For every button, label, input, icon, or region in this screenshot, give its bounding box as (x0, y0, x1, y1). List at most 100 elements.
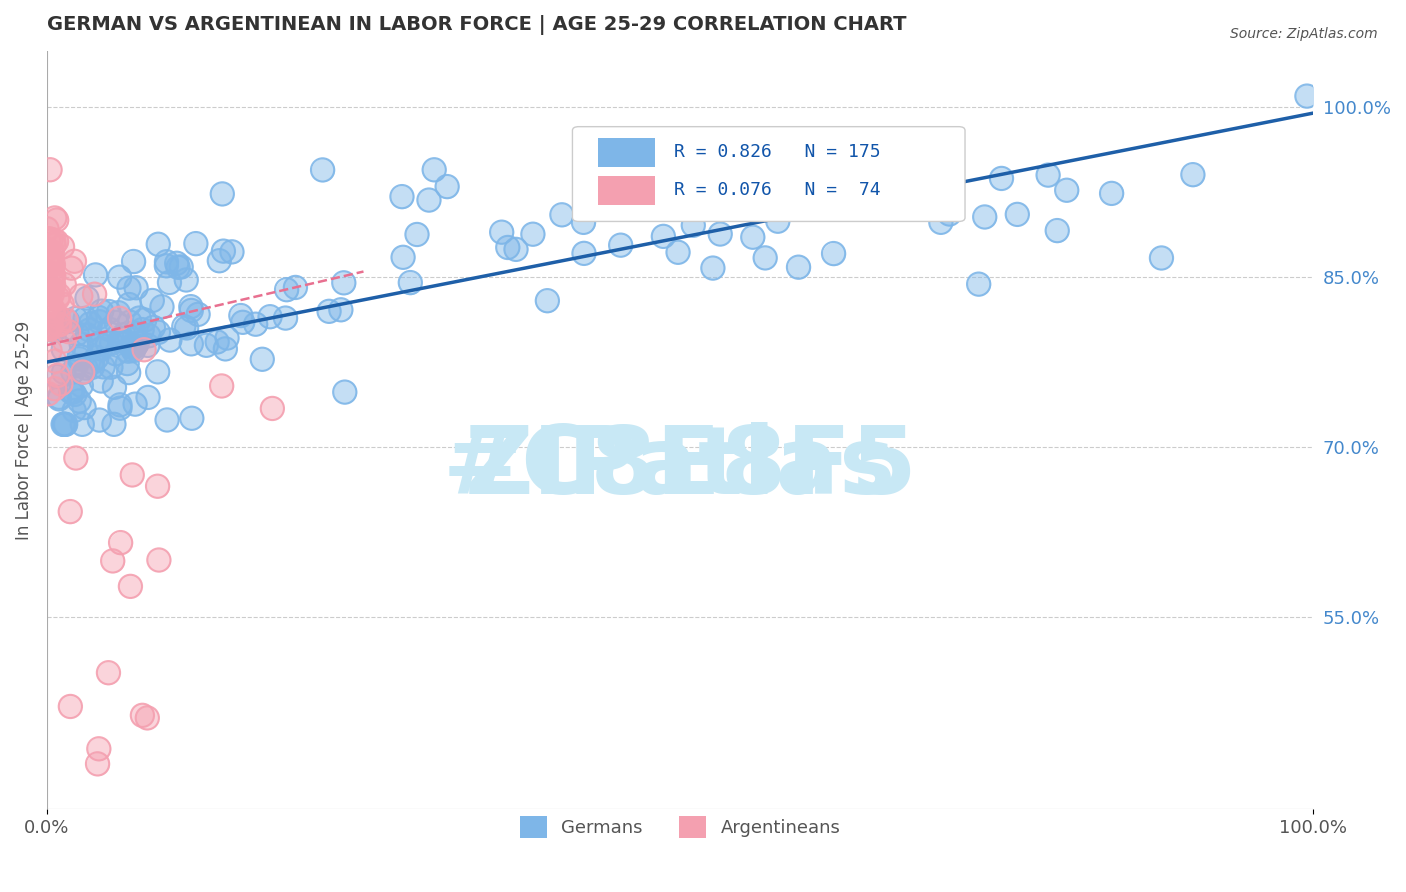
Point (52, 365, 75, 379)
Point (159, 276, 181, 290)
Point (155, 254, 177, 268)
Point (399, 276, 422, 290)
Point (46, 368, 69, 383)
Point (124, 339, 146, 353)
Y-axis label: In Labor Force | Age 25-29: In Labor Force | Age 25-29 (15, 320, 32, 540)
Point (67, 351, 90, 366)
Point (44, 237, 66, 252)
Point (423, 162, 446, 177)
Point (108, 270, 131, 285)
Point (39, 295, 62, 310)
Point (37, 320, 59, 334)
Point (97, 304, 120, 318)
Point (84, 268, 107, 282)
Point (682, 219, 704, 233)
Point (146, 365, 169, 379)
Point (91, 359, 114, 374)
Point (148, 553, 170, 567)
Point (65, 311, 87, 326)
Point (666, 245, 689, 260)
Point (150, 300, 173, 314)
Point (98, 322, 121, 336)
Point (69, 289, 91, 303)
Point (170, 260, 193, 274)
Point (142, 320, 165, 334)
Point (122, 326, 145, 340)
Point (51, 297, 73, 311)
Point (112, 327, 135, 342)
Point (83, 287, 105, 301)
Point (79, 317, 101, 331)
Point (38, 258, 60, 272)
Point (180, 411, 202, 425)
Legend: Germans, Argentineans: Germans, Argentineans (513, 809, 848, 846)
Point (184, 236, 207, 251)
Point (176, 321, 198, 335)
Point (766, 214, 789, 228)
Point (1181, 168, 1204, 182)
Point (70, 378, 93, 392)
Point (108, 270, 131, 285)
Point (39, 322, 62, 336)
Point (89, 315, 111, 329)
Point (1007, 207, 1029, 221)
Point (108, 401, 131, 416)
Point (103, 417, 125, 432)
Point (245, 317, 267, 331)
Point (39, 281, 62, 295)
Point (709, 227, 731, 241)
Point (1101, 186, 1123, 201)
Point (97, 336, 120, 351)
Point (42, 307, 65, 321)
Point (148, 237, 170, 252)
Point (229, 309, 252, 323)
Point (205, 334, 228, 349)
Point (38, 258, 60, 272)
Point (97, 336, 120, 351)
Point (252, 352, 274, 367)
Point (90, 304, 112, 318)
Point (967, 277, 990, 292)
Point (41, 252, 63, 267)
Point (274, 311, 297, 326)
Point (62, 365, 84, 379)
Point (211, 186, 233, 201)
Point (49, 376, 72, 391)
Point (333, 385, 356, 400)
Point (63, 254, 86, 268)
Point (108, 311, 131, 326)
Point (141, 293, 163, 308)
Point (48, 318, 70, 332)
Point (536, 293, 558, 308)
Point (39, 281, 62, 295)
Point (72, 417, 94, 432)
Point (56, 314, 79, 328)
Point (117, 366, 139, 380)
Point (187, 307, 209, 321)
Point (138, 328, 160, 343)
Point (259, 310, 281, 324)
Point (48, 390, 70, 404)
Point (111, 331, 134, 345)
Point (505, 243, 527, 257)
Point (174, 273, 197, 287)
Point (58, 325, 80, 339)
Point (100, 360, 122, 375)
Point (124, 397, 146, 411)
Point (42, 307, 65, 321)
Point (103, 380, 125, 394)
Point (58, 325, 80, 339)
Point (148, 553, 170, 567)
Point (56, 314, 79, 328)
Point (1296, 89, 1319, 103)
Point (41, 245, 63, 260)
Point (787, 260, 810, 275)
Point (211, 379, 233, 393)
Point (823, 246, 845, 260)
Point (329, 302, 352, 317)
Point (391, 189, 413, 203)
Point (62, 385, 84, 400)
Point (90, 304, 112, 318)
Point (67, 351, 90, 366)
FancyBboxPatch shape (572, 127, 965, 221)
